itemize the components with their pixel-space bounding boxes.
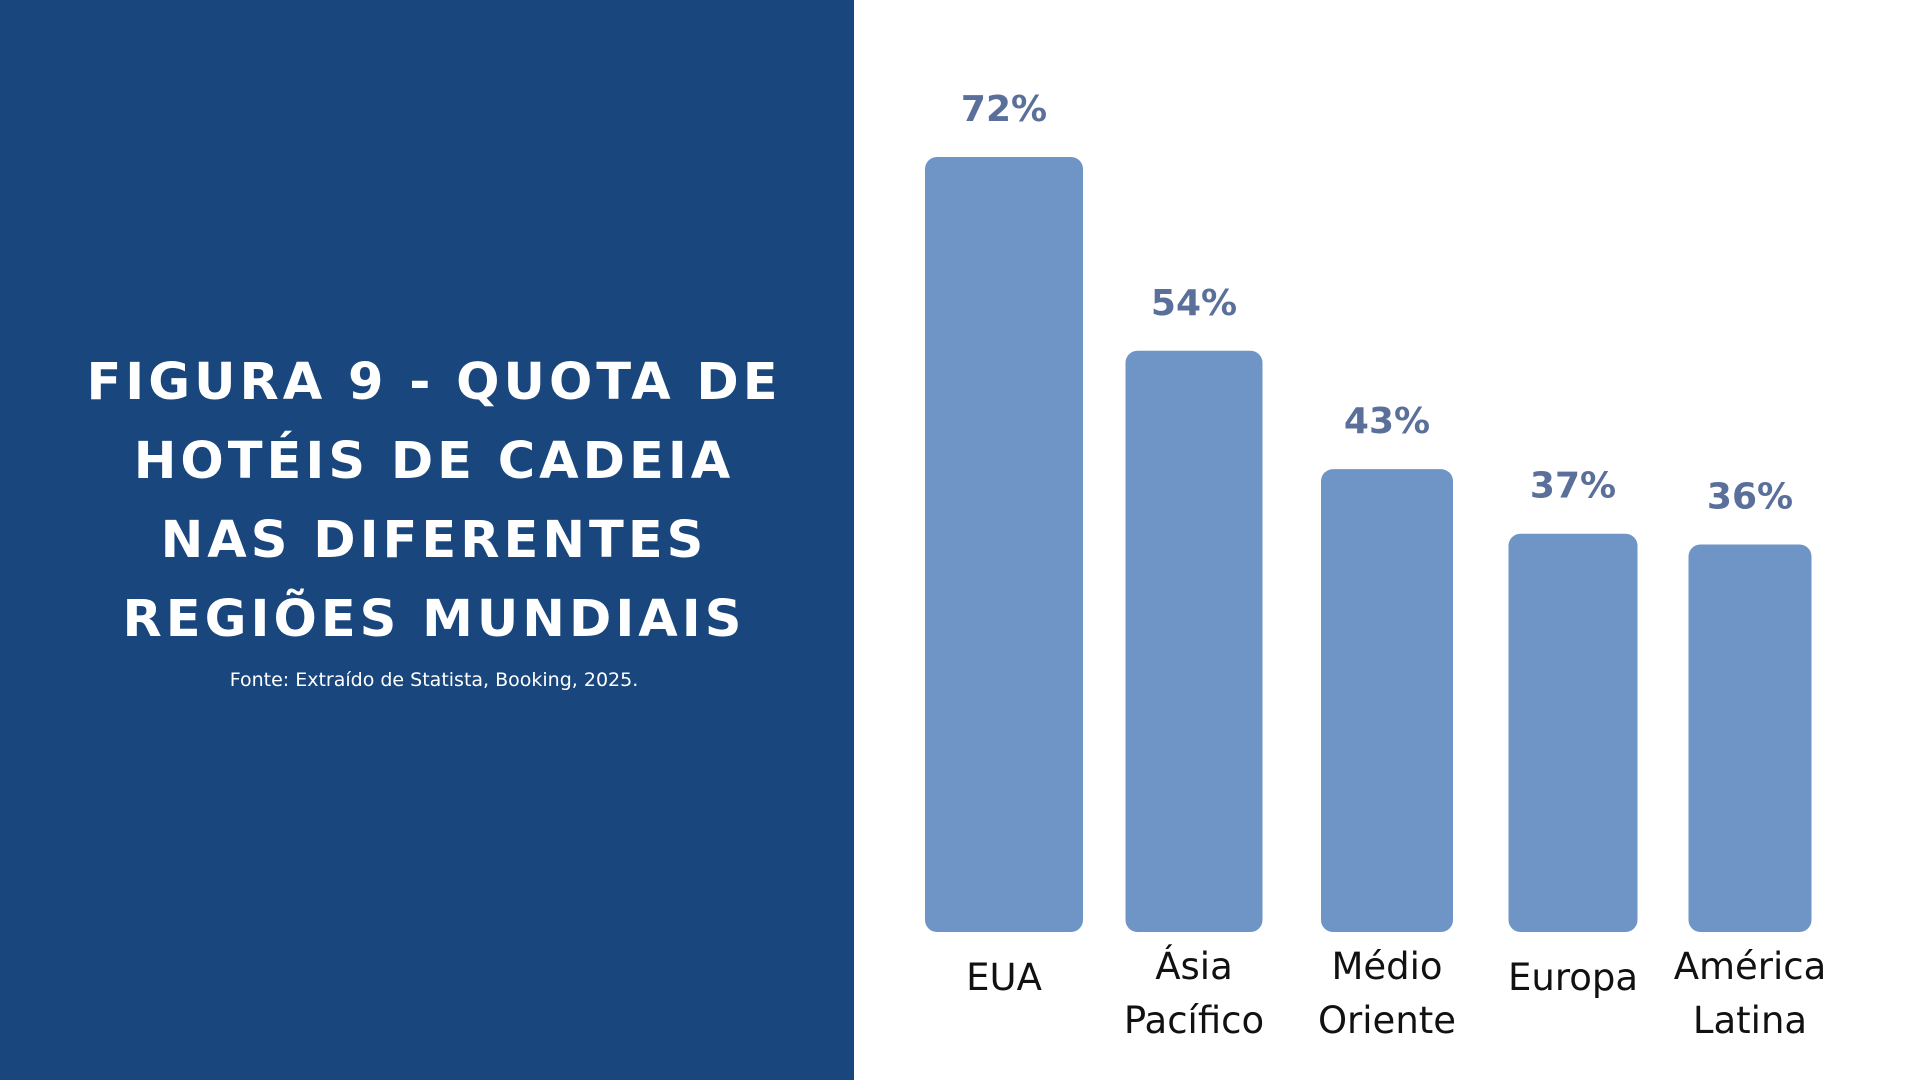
x-tick-label-line: Latina	[1693, 999, 1807, 1042]
chart-area: 72% EUA 54% Ásia Pacífico 43% Médio Oriente 37% E…	[854, 0, 1920, 1080]
x-tick-label-line: América	[1674, 945, 1827, 988]
bar	[925, 157, 1083, 932]
title-panel: FIGURA 9 - QUOTA DE HOTÉIS DE CADEIA NAS…	[0, 0, 854, 1080]
data-label: 72%	[961, 89, 1047, 130]
x-tick-label-line: Pacífico	[1124, 999, 1264, 1042]
x-tick-label-line: EUA	[966, 956, 1042, 999]
bar	[1125, 350, 1263, 932]
data-label: 36%	[1707, 477, 1793, 518]
x-tick-label: Médio Oriente	[1318, 945, 1456, 1042]
data-label: 37%	[1530, 466, 1616, 507]
bar	[1688, 544, 1812, 932]
data-label: 54%	[1151, 283, 1237, 324]
bar	[1508, 533, 1638, 932]
x-tick-label-line: Oriente	[1318, 999, 1456, 1042]
bar	[1321, 469, 1453, 932]
bar-chart: 72% EUA 54% Ásia Pacífico 43% Médio Oriente 37% E…	[925, 89, 1827, 1042]
x-tick-label: Europa	[1508, 956, 1638, 999]
x-tick-label: América Latina	[1674, 945, 1827, 1042]
data-label: 43%	[1344, 401, 1430, 442]
x-tick-label-line: Médio	[1331, 945, 1442, 988]
source-note: Fonte: Extraído de Statista, Booking, 20…	[229, 669, 639, 691]
x-tick-label-line: Ásia	[1155, 944, 1233, 988]
x-tick-label: Ásia Pacífico	[1124, 944, 1264, 1042]
x-tick-label-line: Europa	[1508, 956, 1638, 999]
x-tick-label: EUA	[966, 956, 1042, 999]
figure-title: FIGURA 9 - QUOTA DE HOTÉIS DE CADEIA NAS…	[86, 353, 782, 649]
